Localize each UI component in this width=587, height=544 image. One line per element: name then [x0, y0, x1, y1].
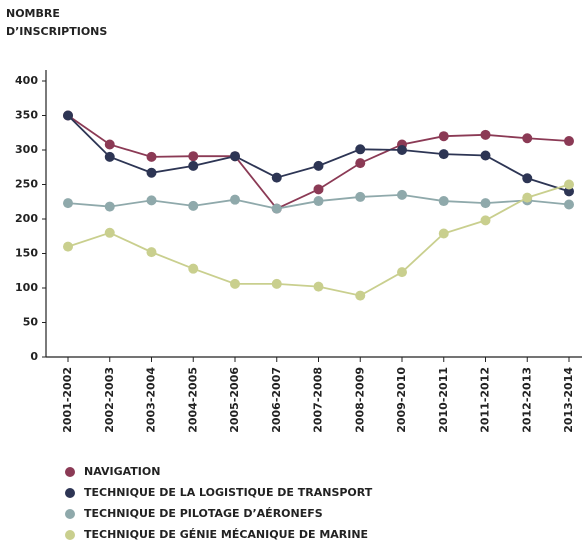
x-tick-label: 2008-2009 — [353, 367, 366, 433]
y-tick-label: 50 — [23, 316, 39, 329]
point — [564, 136, 574, 147]
point — [146, 195, 157, 206]
point — [438, 196, 449, 207]
x-tick-label: 2005-2006 — [228, 367, 241, 433]
legend-label: TECHNIQUE DE GÉNIE MÉCANIQUE DE MARINE — [84, 528, 368, 541]
point — [104, 201, 115, 212]
point — [480, 150, 491, 161]
x-tick-label: 2009-2010 — [395, 367, 408, 433]
x-tick-label: 2010-2011 — [437, 367, 450, 433]
y-tick-label: 200 — [15, 212, 38, 225]
legend-marker — [65, 467, 75, 477]
point — [438, 149, 449, 160]
point — [146, 167, 157, 178]
point — [355, 290, 366, 301]
point — [63, 198, 73, 209]
y-tick-label: 150 — [15, 247, 38, 260]
point — [313, 281, 324, 292]
point — [480, 129, 491, 140]
point — [230, 151, 240, 162]
y-tick-label: 300 — [15, 143, 38, 156]
point — [522, 173, 533, 184]
point — [355, 158, 366, 169]
point — [480, 215, 491, 226]
legend-label: TECHNIQUE DE LA LOGISTIQUE DE TRANSPORT — [84, 486, 373, 499]
x-tick-label: 2003-2004 — [145, 367, 158, 433]
point — [313, 196, 324, 207]
point — [230, 194, 240, 205]
point — [271, 172, 282, 183]
legend-marker — [65, 488, 75, 498]
legend-marker — [65, 509, 75, 519]
point — [355, 144, 366, 155]
y-tick-label: 350 — [15, 109, 38, 122]
point — [188, 200, 199, 211]
point — [313, 160, 324, 171]
point — [146, 151, 157, 162]
x-tick-label: 2004-2005 — [186, 367, 199, 433]
point — [438, 228, 449, 239]
point — [146, 247, 157, 258]
point — [188, 160, 199, 171]
y-axis-title: D’INSCRIPTIONS — [6, 25, 107, 38]
point — [480, 198, 491, 209]
series-line — [67, 114, 570, 193]
y-tick-label: 0 — [30, 350, 38, 363]
x-tick-label: 2011-2012 — [479, 367, 492, 433]
legend-label: TECHNIQUE DE PILOTAGE D’AÉRONEFS — [84, 507, 323, 520]
point — [397, 189, 407, 200]
point — [271, 203, 282, 214]
point — [188, 151, 199, 162]
point — [522, 192, 533, 203]
point — [63, 110, 73, 121]
point — [564, 199, 574, 210]
point — [564, 186, 574, 197]
y-axis-title: NOMBRE — [6, 7, 60, 20]
x-tick-label: 2013-2014 — [562, 367, 575, 433]
point — [104, 139, 115, 150]
point — [313, 184, 324, 195]
point — [397, 145, 407, 155]
legend-label: NAVIGATION — [84, 465, 160, 478]
x-tick-label: 2002-2003 — [103, 367, 116, 433]
legend-marker — [65, 530, 75, 540]
point — [522, 133, 533, 144]
point — [63, 241, 73, 252]
x-tick-label: 2012-2013 — [520, 367, 533, 433]
point — [271, 278, 282, 289]
point — [355, 191, 366, 202]
point — [564, 179, 574, 190]
point — [104, 227, 115, 238]
x-tick-label: 2007-2008 — [312, 367, 325, 433]
point — [438, 131, 449, 142]
x-tick-label: 2001-2002 — [61, 367, 74, 433]
y-tick-label: 250 — [15, 178, 38, 191]
y-tick-label: 100 — [15, 281, 38, 294]
point — [397, 267, 407, 278]
y-tick-label: 400 — [15, 74, 38, 87]
x-tick-label: 2006-2007 — [270, 367, 283, 433]
point — [188, 263, 199, 274]
point — [230, 278, 240, 289]
point — [104, 151, 115, 162]
